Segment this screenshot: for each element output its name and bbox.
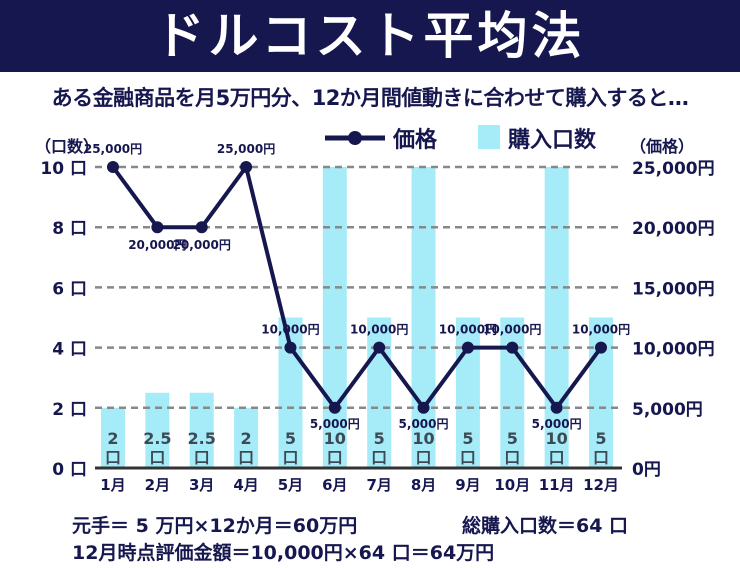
- bar-value-label: 5: [285, 429, 296, 448]
- x-tick-label: 8月: [411, 476, 436, 494]
- bar-unit-label: 口: [504, 448, 520, 467]
- price-label: 20,000円: [128, 238, 186, 252]
- price-label: 5,000円: [310, 417, 360, 431]
- price-point: [506, 341, 519, 354]
- x-tick-label: 5月: [278, 476, 303, 494]
- price-point: [461, 341, 474, 354]
- legend-bar-icon: [478, 125, 500, 149]
- price-point: [240, 161, 253, 173]
- x-tick-label: 10月: [494, 476, 530, 494]
- bar-6: [322, 167, 347, 468]
- left-tick-label: 0 口: [52, 460, 87, 480]
- bar-2: [145, 392, 170, 468]
- right-tick-label: 10,000円: [632, 340, 715, 360]
- x-tick-label: 6月: [322, 476, 347, 494]
- x-tick-label: 1月: [100, 476, 125, 494]
- left-tick-label: 10 口: [40, 159, 87, 179]
- bar-value-label: 5: [507, 429, 518, 448]
- price-label: 10,000円: [261, 323, 319, 337]
- left-tick-label: 2 口: [52, 400, 87, 420]
- price-point: [595, 341, 607, 354]
- price-point: [550, 401, 563, 414]
- footer-total-units: 総購入口数＝64 口: [462, 515, 629, 537]
- x-tick-label: 2月: [145, 476, 170, 494]
- price-point: [328, 401, 341, 414]
- right-tick-label: 0円: [632, 460, 661, 480]
- price-label: 10,000円: [483, 323, 541, 337]
- bar-unit-label: 口: [105, 448, 121, 467]
- x-tick-label: 9月: [455, 476, 480, 494]
- price-point: [373, 341, 386, 354]
- bar-unit-label: 口: [194, 448, 210, 467]
- price-point: [151, 221, 164, 234]
- price-point: [195, 221, 208, 234]
- bar-value-label: 2.5: [188, 429, 216, 448]
- price-line: [111, 162, 603, 412]
- right-axis-label: （価格）: [630, 137, 694, 156]
- footer-principal: 元手＝ 5 万円×12か月＝60万円: [72, 515, 358, 537]
- subtitle: ある金融商品を月5万円分、12か月間値動きに合わせて購入すると…: [51, 86, 689, 110]
- left-tick-label: 4 口: [52, 340, 87, 360]
- legend-line-marker: [348, 131, 362, 145]
- title-banner: ドルコスト平均法: [0, 0, 740, 72]
- bar-unit-label: 口: [549, 448, 565, 467]
- price-label: 10,000円: [439, 323, 497, 337]
- bar-value-label: 2.5: [143, 429, 171, 448]
- bar-unit-label: 口: [282, 448, 298, 467]
- bar-unit-label: 口: [371, 448, 387, 467]
- bar-value-label: 2: [107, 429, 118, 448]
- legend-price: 価格: [392, 127, 438, 153]
- chart: 0 口 2 口 4 口 6 口 8 口 10 口 0円 5,000円 10,000円 15,000…: [35, 125, 715, 494]
- bar-4: [234, 407, 259, 468]
- price-label: 10,000円: [350, 323, 408, 337]
- bar-value-label: 10: [546, 429, 568, 448]
- bar-1: [101, 407, 125, 468]
- bar-11: [544, 167, 569, 468]
- bar-value-label: 5: [595, 429, 606, 448]
- bar-unit-label: 口: [149, 448, 165, 467]
- price-label: 5,000円: [532, 417, 582, 431]
- bar-unit-label: 口: [416, 448, 432, 467]
- left-axis-label: （口数）: [35, 137, 99, 156]
- x-tick-label: 4月: [233, 476, 258, 494]
- left-tick-label: 8 口: [52, 219, 87, 239]
- x-tick-label: 12月: [583, 476, 619, 494]
- price-label: 5,000円: [399, 417, 449, 431]
- bar-value-label: 10: [412, 429, 434, 448]
- x-tick-label: 11月: [539, 476, 575, 494]
- price-label: 20,000円: [173, 238, 231, 252]
- price-point: [107, 161, 119, 173]
- bar-unit-label: 口: [238, 448, 254, 467]
- bar-value-label: 2: [241, 429, 252, 448]
- legend-units: 購入口数: [508, 127, 597, 153]
- right-tick-label: 15,000円: [632, 279, 715, 299]
- bar-value-label: 5: [462, 429, 473, 448]
- price-point: [284, 341, 297, 354]
- left-tick-label: 6 口: [52, 279, 87, 299]
- bar-3: [189, 392, 214, 468]
- right-tick-label: 20,000円: [632, 219, 715, 239]
- price-label: 25,000円: [84, 142, 142, 156]
- bar-value-label: 5: [374, 429, 385, 448]
- price-point: [417, 401, 430, 414]
- right-tick-label: 5,000円: [632, 400, 703, 420]
- bar-8: [411, 167, 436, 468]
- bar-unit-label: 口: [593, 448, 609, 467]
- right-tick-label: 25,000円: [632, 159, 715, 179]
- x-tick-label: 3月: [189, 476, 214, 494]
- footer-valuation: 12月時点評価金額＝10,000円×64 口＝64万円: [72, 542, 495, 564]
- price-label: 10,000円: [572, 323, 630, 337]
- bar-unit-label: 口: [327, 448, 343, 467]
- price-label: 25,000円: [217, 142, 275, 156]
- bar-value-label: 10: [324, 429, 346, 448]
- bar-unit-label: 口: [460, 448, 476, 467]
- x-tick-label: 7月: [366, 476, 391, 494]
